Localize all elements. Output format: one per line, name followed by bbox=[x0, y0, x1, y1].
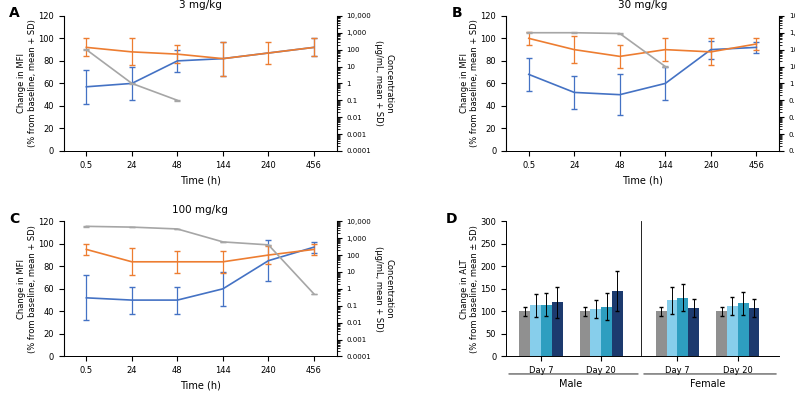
Bar bbox=[667, 300, 677, 356]
Text: A: A bbox=[9, 6, 20, 20]
Bar bbox=[580, 311, 591, 356]
Text: D: D bbox=[446, 212, 457, 226]
Y-axis label: Change in MFI
(% from baseline, mean + SD): Change in MFI (% from baseline, mean + S… bbox=[460, 19, 479, 147]
Bar bbox=[716, 311, 727, 356]
Y-axis label: Change in ALT
(% from baseline, mean ± SD): Change in ALT (% from baseline, mean ± S… bbox=[460, 225, 479, 353]
Bar bbox=[519, 311, 530, 356]
Legend: Bexmarilimab
concentration, Cells binding
bexmarilimab, Cells binding 9–11: Bexmarilimab concentration, Cells bindin… bbox=[540, 222, 620, 264]
Title: 30 mg/kg: 30 mg/kg bbox=[618, 0, 667, 10]
Bar bbox=[749, 308, 759, 356]
Bar bbox=[738, 303, 749, 356]
Bar bbox=[541, 305, 552, 356]
X-axis label: Time (h): Time (h) bbox=[180, 175, 220, 185]
Bar bbox=[727, 306, 738, 356]
Title: 3 mg/kg: 3 mg/kg bbox=[179, 0, 222, 10]
Bar bbox=[552, 302, 563, 356]
Y-axis label: Concentration
(μg/mL, mean + SD): Concentration (μg/mL, mean + SD) bbox=[374, 40, 394, 126]
Text: Female: Female bbox=[690, 379, 725, 389]
Bar bbox=[688, 308, 699, 356]
Bar bbox=[677, 298, 688, 356]
Bar bbox=[601, 307, 612, 356]
X-axis label: Time (h): Time (h) bbox=[180, 381, 220, 391]
Text: Male: Male bbox=[560, 379, 583, 389]
Y-axis label: Change in MFI
(% from baseline, mean + SD): Change in MFI (% from baseline, mean + S… bbox=[17, 225, 37, 353]
Bar bbox=[656, 311, 667, 356]
Y-axis label: Concentration
(μg/mL, mean + SD): Concentration (μg/mL, mean + SD) bbox=[374, 246, 394, 332]
Text: C: C bbox=[9, 212, 19, 226]
Y-axis label: Change in MFI
(% from baseline, mean + SD): Change in MFI (% from baseline, mean + S… bbox=[17, 19, 37, 147]
Bar bbox=[530, 305, 541, 356]
Bar bbox=[612, 291, 622, 356]
Legend: Bexmarilimab
concentration, Cells binding
bexmarilimab, Cells binding 9–11: Bexmarilimab concentration, Cells bindin… bbox=[540, 17, 620, 58]
Bar bbox=[591, 309, 601, 356]
Title: 100 mg/kg: 100 mg/kg bbox=[173, 205, 228, 215]
X-axis label: Time (h): Time (h) bbox=[622, 175, 663, 185]
Text: B: B bbox=[452, 6, 462, 20]
